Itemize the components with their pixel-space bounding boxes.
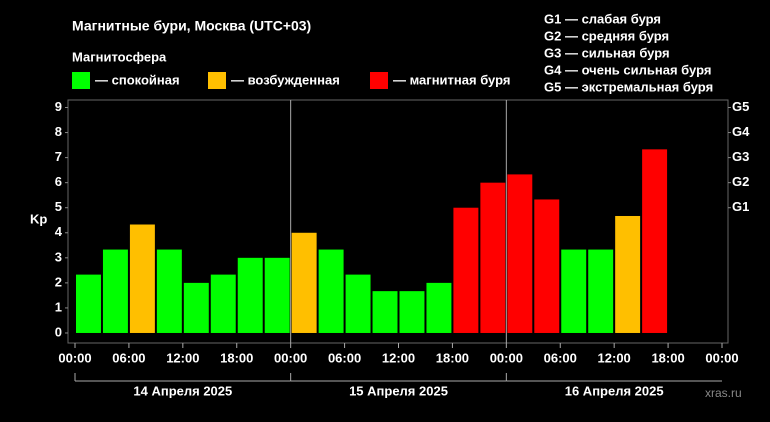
bar bbox=[399, 291, 425, 333]
bar bbox=[372, 291, 398, 333]
g-scale-item: G4 — очень сильная буря bbox=[544, 62, 711, 77]
bar bbox=[129, 224, 155, 333]
y2-tick-label: G1 bbox=[732, 199, 749, 214]
x-tick-label: 12:00 bbox=[598, 350, 631, 365]
bar bbox=[183, 282, 209, 333]
y2-tick-label: G3 bbox=[732, 149, 749, 164]
bar bbox=[507, 174, 533, 333]
bar bbox=[237, 257, 263, 333]
y-tick-label: 4 bbox=[55, 224, 63, 239]
g-scale-item: G3 — сильная буря bbox=[544, 45, 670, 60]
g-scale-item: G2 — средняя буря bbox=[544, 28, 669, 43]
bar bbox=[264, 257, 290, 333]
legend-label: — магнитная буря bbox=[393, 72, 510, 87]
bar bbox=[76, 274, 101, 333]
bar bbox=[156, 249, 182, 333]
y-tick-label: 3 bbox=[55, 249, 62, 264]
bar bbox=[453, 207, 479, 333]
legend-label: — возбужденная bbox=[231, 72, 340, 87]
g-scale-item: G5 — экстремальная буря bbox=[544, 79, 713, 94]
legend-swatch bbox=[72, 72, 90, 89]
x-tick-label: 06:00 bbox=[328, 350, 361, 365]
x-tick-label: 06:00 bbox=[544, 350, 577, 365]
y-tick-label: 2 bbox=[55, 274, 62, 289]
y2-tick-label: G4 bbox=[732, 124, 750, 139]
legend-swatch bbox=[208, 72, 226, 89]
bar bbox=[615, 215, 641, 333]
x-tick-label: 12:00 bbox=[382, 350, 415, 365]
watermark: xras.ru bbox=[705, 386, 742, 400]
bar bbox=[480, 182, 506, 333]
y-tick-label: 9 bbox=[55, 99, 62, 114]
x-tick-label: 06:00 bbox=[112, 350, 145, 365]
y-tick-label: 1 bbox=[55, 299, 62, 314]
legend-title: Магнитосфера bbox=[72, 49, 167, 64]
y-tick-label: 0 bbox=[55, 324, 62, 339]
y-tick-label: 5 bbox=[55, 199, 62, 214]
bar bbox=[642, 149, 668, 333]
y-axis-label: Kp bbox=[30, 211, 47, 226]
day-label: 16 Апреля 2025 bbox=[565, 383, 664, 398]
day-label: 15 Апреля 2025 bbox=[349, 383, 448, 398]
bar bbox=[345, 274, 371, 333]
bar bbox=[426, 282, 452, 333]
y2-tick-label: G2 bbox=[732, 174, 749, 189]
bar bbox=[588, 249, 614, 333]
bar bbox=[561, 249, 587, 333]
y-tick-label: 6 bbox=[55, 174, 62, 189]
y-tick-label: 8 bbox=[55, 124, 62, 139]
bar bbox=[318, 249, 344, 333]
x-tick-label: 00:00 bbox=[490, 350, 523, 365]
chart-title: Магнитные бури, Москва (UTC+03) bbox=[72, 18, 311, 34]
day-label: 14 Апреля 2025 bbox=[133, 383, 232, 398]
y-tick-label: 7 bbox=[55, 149, 62, 164]
bar bbox=[210, 274, 236, 333]
bar bbox=[534, 199, 560, 333]
x-tick-label: 12:00 bbox=[166, 350, 199, 365]
x-tick-label: 18:00 bbox=[651, 350, 684, 365]
bar bbox=[291, 232, 317, 333]
x-tick-label: 18:00 bbox=[436, 350, 469, 365]
legend-label: — спокойная bbox=[95, 72, 180, 87]
bar bbox=[102, 249, 128, 333]
x-tick-label: 00:00 bbox=[274, 350, 307, 365]
legend-swatch bbox=[370, 72, 388, 89]
x-tick-label: 00:00 bbox=[58, 350, 91, 365]
g-scale-item: G1 — слабая буря bbox=[544, 11, 661, 26]
x-tick-label: 18:00 bbox=[220, 350, 253, 365]
y2-tick-label: G5 bbox=[732, 99, 749, 114]
x-tick-label: 00:00 bbox=[705, 350, 738, 365]
